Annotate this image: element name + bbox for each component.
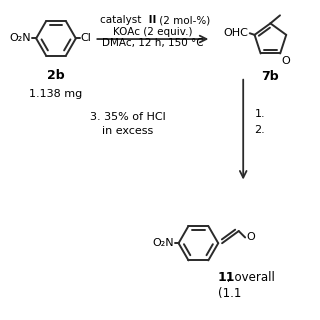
Text: 7b: 7b <box>261 70 279 83</box>
Text: 11: 11 <box>218 271 235 284</box>
Text: O₂N: O₂N <box>10 33 31 44</box>
Text: catalyst: catalyst <box>100 15 145 26</box>
Text: 2.: 2. <box>254 124 265 135</box>
Text: (2 mol-%): (2 mol-%) <box>156 15 210 26</box>
Text: O: O <box>282 56 291 66</box>
Text: 3. 35% of HCl: 3. 35% of HCl <box>90 112 166 122</box>
Text: in excess: in excess <box>102 126 154 136</box>
Text: 2b: 2b <box>47 69 65 82</box>
Text: OHC: OHC <box>223 28 248 38</box>
Text: O: O <box>247 232 255 243</box>
Text: O₂N: O₂N <box>152 238 174 248</box>
Text: Cl: Cl <box>81 33 92 44</box>
Text: , overall: , overall <box>227 271 275 284</box>
Text: (1.1: (1.1 <box>218 287 241 300</box>
Text: 1.: 1. <box>254 108 265 119</box>
Text: KOAc (2 equiv.): KOAc (2 equiv.) <box>113 27 193 37</box>
Text: 1.138 mg: 1.138 mg <box>29 89 83 100</box>
Text: II: II <box>145 15 156 26</box>
Text: DMAc, 12 h, 150 °C: DMAc, 12 h, 150 °C <box>102 38 204 48</box>
